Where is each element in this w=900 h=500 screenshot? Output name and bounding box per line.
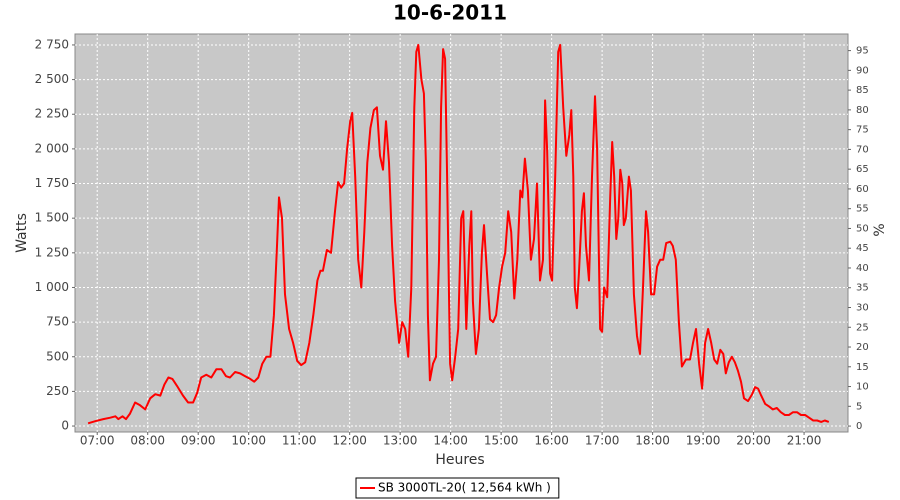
x-tick-label: 09:00 <box>181 434 216 448</box>
x-tick-label: 17:00 <box>585 434 620 448</box>
x-tick-label: 15:00 <box>484 434 519 448</box>
y2-tick-label: 65 <box>856 164 869 175</box>
y-axis-label: Watts <box>14 213 30 253</box>
y-tick-label: 2 250 <box>35 107 69 121</box>
y2-tick-label: 5 <box>856 401 862 412</box>
y2-tick-label: 70 <box>856 144 869 155</box>
x-tick-label: 13:00 <box>383 434 418 448</box>
y2-tick-label: 40 <box>856 263 869 274</box>
y2-tick-label: 30 <box>856 303 869 314</box>
y-tick-label: 500 <box>46 349 69 363</box>
chart-title: 10-6-2011 <box>393 1 507 25</box>
y-tick-label: 2 000 <box>35 141 69 155</box>
y2-tick-label: 25 <box>856 322 869 333</box>
y2-tick-label: 85 <box>856 85 869 96</box>
y2-tick-label: 45 <box>856 243 869 254</box>
x-tick-label: 07:00 <box>80 434 115 448</box>
y-tick-label: 1 500 <box>35 211 69 225</box>
y2-tick-label: 75 <box>856 125 869 136</box>
y2-tick-label: 20 <box>856 342 869 353</box>
y2-tick-label: 0 <box>856 421 862 432</box>
y2-tick-label: 35 <box>856 283 869 294</box>
y-tick-label: 2 500 <box>35 72 69 86</box>
y2-tick-label: 80 <box>856 105 869 116</box>
y2-tick-label: 10 <box>856 382 869 393</box>
y-tick-label: 2 750 <box>35 37 69 51</box>
x-tick-label: 16:00 <box>534 434 569 448</box>
y2-tick-label: 60 <box>856 184 869 195</box>
series-line <box>87 43 830 425</box>
y2-tick-label: 55 <box>856 204 869 215</box>
x-tick-label: 10:00 <box>231 434 266 448</box>
legend: SB 3000TL-20( 12,564 kWh ) <box>355 477 560 499</box>
y2-tick-label: 95 <box>856 46 869 57</box>
legend-box <box>355 477 560 499</box>
x-tick-label: 11:00 <box>282 434 317 448</box>
y-tick-label: 0 <box>61 419 69 433</box>
x-tick-label: 20:00 <box>736 434 771 448</box>
y-tick-label: 750 <box>46 315 69 329</box>
y2-axis-label: % <box>872 223 888 236</box>
y2-tick-label: 90 <box>856 65 869 76</box>
y-tick-label: 1 250 <box>35 245 69 259</box>
x-axis-label: Heures <box>435 452 484 468</box>
legend-label: SB 3000TL-20( 12,564 kWh ) <box>378 481 551 495</box>
x-tick-label: 14:00 <box>433 434 468 448</box>
x-tick-label: 12:00 <box>332 434 367 448</box>
y-tick-label: 1 000 <box>35 280 69 294</box>
x-tick-label: 18:00 <box>635 434 670 448</box>
y-tick-label: 1 750 <box>35 176 69 190</box>
x-tick-label: 19:00 <box>686 434 721 448</box>
y2-tick-label: 50 <box>856 223 869 234</box>
x-tick-label: 21:00 <box>787 434 822 448</box>
y2-tick-label: 15 <box>856 362 869 373</box>
x-tick-label: 08:00 <box>130 434 165 448</box>
y-tick-label: 250 <box>46 384 69 398</box>
